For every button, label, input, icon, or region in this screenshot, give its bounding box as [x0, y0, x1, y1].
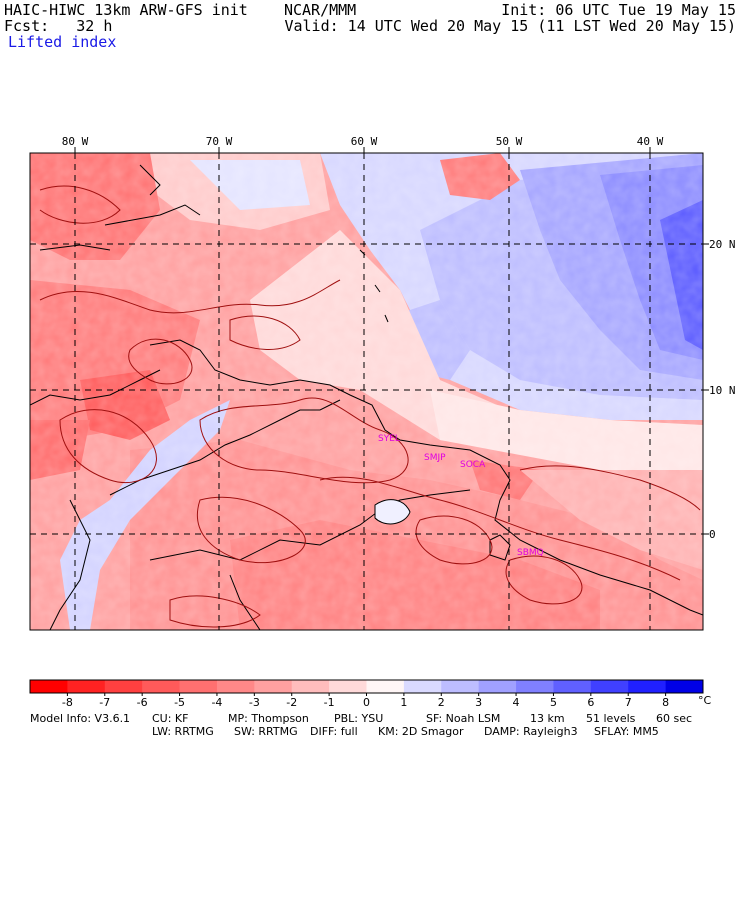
colorbar-swatch: [291, 680, 330, 693]
colorbar-tick-label: -3: [249, 696, 260, 709]
model-info-sflay: SFLAY: MM5: [594, 725, 659, 738]
field-shading: [30, 153, 703, 630]
colorbar-tick-label: 0: [363, 696, 370, 709]
field-name: Lifted index: [8, 33, 117, 51]
model-info-sw: SW: RRTMG: [234, 725, 298, 738]
model-info-resolution: 13 km: [530, 712, 565, 725]
forecast-hour: Fcst: 32 h: [4, 17, 113, 35]
lon-label-70w: 70 W: [206, 135, 233, 148]
lon-label-50w: 50 W: [496, 135, 523, 148]
colorbar-swatch: [478, 680, 517, 693]
colorbar-swatch: [142, 680, 181, 693]
interior-lake: [374, 499, 411, 525]
colorbar-swatch: [254, 680, 293, 693]
colorbar-swatch: [403, 680, 442, 693]
lon-label-60w: 60 W: [351, 135, 378, 148]
longitude-ticks: 80 W 70 W 60 W 50 W 40 W: [62, 135, 664, 153]
colorbar-swatch: [366, 680, 405, 693]
colorbar-tick-label: 6: [587, 696, 594, 709]
model-info-mp: MP: Thompson: [228, 712, 309, 725]
model-title: HAIC-HIWC 13km ARW-GFS init NCAR/MMM: [4, 1, 357, 19]
lat-label-0: 0: [709, 528, 716, 541]
colorbar-tick-label: 4: [513, 696, 520, 709]
colorbar-swatch: [516, 680, 554, 693]
colorbar-tick-label: -8: [62, 696, 73, 709]
colorbar-swatch: [30, 680, 68, 693]
model-info-damp: DAMP: Rayleigh3: [484, 725, 578, 738]
colorbar-tick-label: 8: [662, 696, 669, 709]
lon-label-40w: 40 W: [637, 135, 664, 148]
colorbar-swatch: [216, 680, 255, 693]
colorbar-swatch: [628, 680, 667, 693]
colorbar-tick-label: 5: [550, 696, 557, 709]
colorbar-swatch: [665, 680, 704, 693]
station-label-sbmq: SBMQ: [517, 548, 544, 558]
contour-lines: [39, 185, 701, 628]
model-info-lw: LW: RRTMG: [152, 725, 214, 738]
model-info-levels: 51 levels: [586, 712, 636, 725]
model-info-cu: CU: KF: [152, 712, 189, 725]
colorbar-swatch: [67, 680, 106, 693]
colorbar-tick-label: 7: [625, 696, 632, 709]
colorbar-swatch: [553, 680, 592, 693]
colorbar-tick-label: -7: [99, 696, 110, 709]
colorbar-swatch: [441, 680, 480, 693]
colorbar-tick-label: -2: [286, 696, 297, 709]
model-info: Model Info: V3.6.1 CU: KF MP: Thompson P…: [0, 712, 740, 740]
colorbar-tick-label: -1: [324, 696, 335, 709]
coastlines: [30, 164, 703, 630]
colorbar-unit: °C: [698, 694, 712, 707]
model-info-pbl: PBL: YSU: [334, 712, 384, 725]
lat-label-10n: 10 N: [709, 384, 736, 397]
model-info-sf: SF: Noah LSM: [426, 712, 501, 725]
colorbar-tick-label: 1: [400, 696, 407, 709]
colorbar-tick-label: 2: [438, 696, 445, 709]
graticule: [30, 153, 703, 630]
model-info-timestep: 60 sec: [656, 712, 693, 725]
model-info-version: Model Info: V3.6.1: [30, 712, 131, 725]
station-label-syel: SYEL: [378, 434, 400, 444]
model-info-km: KM: 2D Smagor: [378, 725, 464, 738]
colorbar-tick-label: -4: [211, 696, 222, 709]
latitude-ticks: 20 N 10 N 0: [703, 238, 736, 541]
valid-time: Valid: 14 UTC Wed 20 May 15 (11 LST Wed …: [284, 17, 736, 35]
colorbar-swatch: [329, 680, 367, 693]
colorbar-tick-label: -6: [137, 696, 148, 709]
lifted-index-map: 80 W 70 W 60 W 50 W 40 W 20 N 10 N 0 SYE…: [29, 135, 736, 709]
station-label-soca: SOCA: [460, 460, 486, 470]
colorbar-swatch: [104, 680, 143, 693]
station-label-smjp: SMJP: [424, 453, 446, 463]
colorbar-swatch: [590, 680, 629, 693]
colorbar: -8 -7 -6 -5 -4 -3 -2 -1 0 1 2 3 4 5 6 7 8: [29, 679, 704, 709]
lon-label-80w: 80 W: [62, 135, 89, 148]
lat-label-20n: 20 N: [709, 238, 736, 251]
colorbar-swatch: [179, 680, 218, 693]
model-info-diff: DIFF: full: [310, 725, 358, 738]
map-frame: [29, 152, 704, 631]
init-time: Init: 06 UTC Tue 19 May 15: [501, 1, 736, 19]
colorbar-tick-label: 3: [475, 696, 482, 709]
colorbar-tick-label: -5: [174, 696, 185, 709]
station-labels: SYEL SMJP SOCA SBMQ: [378, 434, 544, 558]
